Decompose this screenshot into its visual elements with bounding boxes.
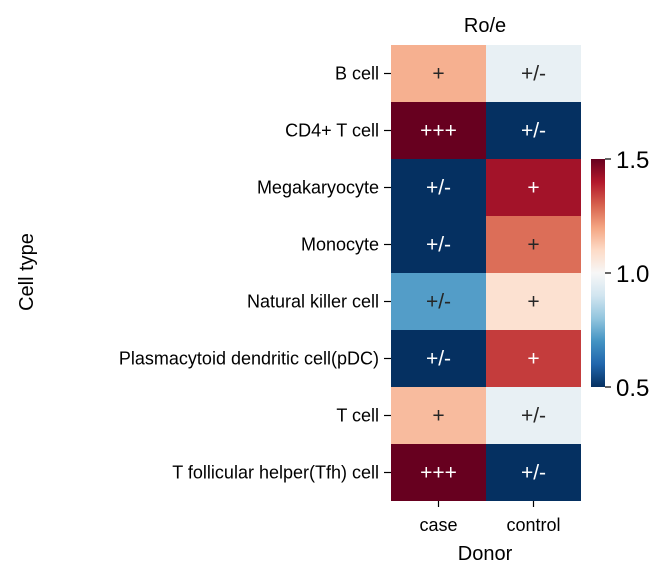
y-tick-label: Plasmacytoid dendritic cell(pDC)	[119, 349, 379, 369]
cell-annotation: +/-	[426, 234, 451, 257]
cell-annotation: +/-	[426, 291, 451, 314]
cell-annotation: +	[527, 177, 539, 200]
y-tick-label: T cell	[336, 406, 379, 426]
y-tick-labels: B cell CD4+ T cell Megakaryocyte Monocyte Na…	[119, 64, 391, 483]
heatmap-cell	[486, 273, 581, 330]
cell-annotation: +++	[420, 462, 457, 485]
colorbar-tick-label: 1.5	[616, 147, 649, 174]
heatmap-cell	[391, 102, 486, 159]
cell-annotation: +/-	[521, 405, 546, 428]
heatmap-cells: + +/- +++ +/- +/- + +/- + +/- + +/- + + +/- +++ +/-	[391, 45, 581, 501]
heatmap-cell	[391, 159, 486, 216]
colorbar-gradient	[591, 159, 605, 387]
cell-annotation: +/-	[426, 348, 451, 371]
y-tick-label: Monocyte	[301, 235, 379, 255]
y-tick-label: B cell	[335, 64, 379, 84]
x-tick-labels: case control	[419, 501, 561, 535]
y-axis-label: Cell type	[16, 233, 38, 311]
colorbar-tick-label: 1.0	[616, 261, 649, 288]
cell-annotation: +	[527, 348, 539, 371]
heatmap-cell	[391, 273, 486, 330]
cell-annotation: +++	[420, 120, 457, 143]
x-tick-label: control	[506, 515, 560, 535]
heatmap-cell	[486, 216, 581, 273]
cell-annotation: +/-	[521, 63, 546, 86]
cell-annotation: +	[432, 63, 444, 86]
cell-annotation: +/-	[521, 120, 546, 143]
heatmap-cell	[486, 159, 581, 216]
heatmap-cell	[486, 444, 581, 501]
y-tick-label: Natural killer cell	[247, 292, 379, 312]
chart-title: Ro/e	[464, 15, 506, 37]
x-tick-label: case	[419, 515, 457, 535]
x-axis-label: Donor	[458, 543, 513, 565]
y-tick-label: T follicular helper(Tfh) cell	[172, 463, 379, 483]
cell-annotation: +	[527, 234, 539, 257]
colorbar: 0.5 1.0 1.5	[591, 147, 649, 402]
heatmap-cell	[391, 45, 486, 102]
heatmap-cell	[486, 45, 581, 102]
heatmap-cell	[391, 216, 486, 273]
heatmap-cell	[486, 387, 581, 444]
cell-annotation: +/-	[521, 462, 546, 485]
cell-annotation: +	[432, 405, 444, 428]
heatmap-cell	[391, 444, 486, 501]
colorbar-tick-label: 0.5	[616, 375, 649, 402]
heatmap-cell	[391, 330, 486, 387]
cell-annotation: +	[527, 291, 539, 314]
heatmap-cell	[391, 387, 486, 444]
y-tick-label: CD4+ T cell	[285, 121, 379, 141]
y-tick-label: Megakaryocyte	[257, 178, 379, 198]
cell-annotation: +/-	[426, 177, 451, 200]
heatmap-cell	[486, 102, 581, 159]
colorbar-ticks: 0.5 1.0 1.5	[605, 147, 649, 402]
heatmap-cell	[486, 330, 581, 387]
